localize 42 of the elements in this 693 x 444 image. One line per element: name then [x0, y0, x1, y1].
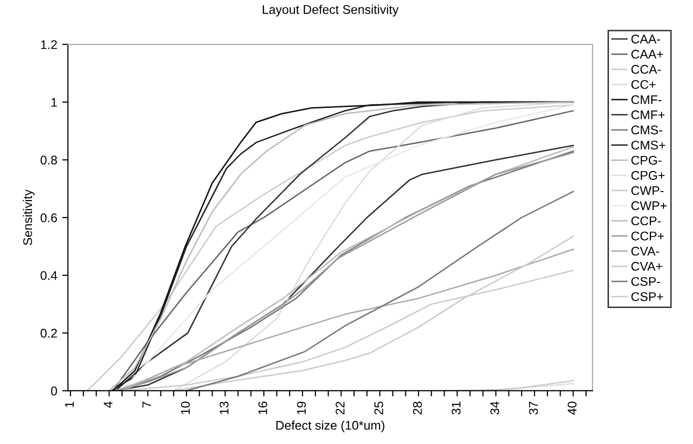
- legend-label: CCP+: [631, 232, 664, 240]
- y-tick-label: 1: [52, 98, 57, 107]
- legend-label: CPG+: [631, 171, 665, 180]
- y-tick-label: 0: [51, 386, 58, 396]
- x-tick-label: 1: [65, 402, 74, 408]
- x-tick-label: 28: [413, 402, 422, 414]
- y-tick-label: 0.4: [40, 271, 58, 280]
- x-tick-label: 40: [568, 402, 577, 415]
- x-axis-title: Defect size (10*um): [276, 420, 384, 432]
- x-tick-label: 25: [374, 402, 384, 414]
- legend-label: CAA+: [631, 50, 664, 59]
- x-tick-label: 13: [220, 402, 229, 414]
- legend-label: CMF-: [631, 95, 662, 104]
- x-tick-label: 19: [297, 402, 306, 414]
- y-axis-title: Sensitivity: [22, 189, 35, 246]
- x-tick-label: 22: [336, 402, 344, 414]
- legend-label: CWP-: [631, 186, 664, 195]
- chart-title: Layout Defect Sensitivity: [262, 4, 399, 16]
- legend-label: CMS-: [631, 126, 662, 134]
- x-tick-label: 37: [529, 402, 538, 415]
- x-tick-label: 16: [258, 402, 268, 414]
- legend-label: CCP-: [631, 216, 661, 226]
- legend-label: CC+: [631, 80, 656, 89]
- y-tick-label: 0.8: [40, 156, 57, 164]
- x-tick-label: 34: [490, 402, 500, 415]
- x-tick-label: 4: [104, 402, 112, 408]
- x-tick-label: 31: [452, 402, 461, 415]
- x-tick-label: 7: [142, 402, 152, 408]
- x-tick-label: 10: [181, 402, 190, 414]
- legend-label: CMS+: [631, 140, 666, 150]
- legend-label: CVA+: [631, 262, 662, 271]
- legend-label: CAA-: [631, 34, 660, 44]
- legend-label: CMF+: [631, 110, 665, 120]
- legend-label: CCA-: [631, 64, 661, 74]
- legend-label: CSP+: [631, 292, 664, 302]
- legend-label: CSP-: [631, 277, 660, 286]
- y-tick-label: 1.2: [41, 40, 57, 49]
- legend-label: CWP+: [631, 201, 667, 210]
- y-tick-label: 0.6: [40, 213, 57, 222]
- legend-label: CPG-: [631, 156, 662, 165]
- legend-label: CVA-: [631, 246, 660, 256]
- y-tick-label: 0.2: [40, 328, 57, 338]
